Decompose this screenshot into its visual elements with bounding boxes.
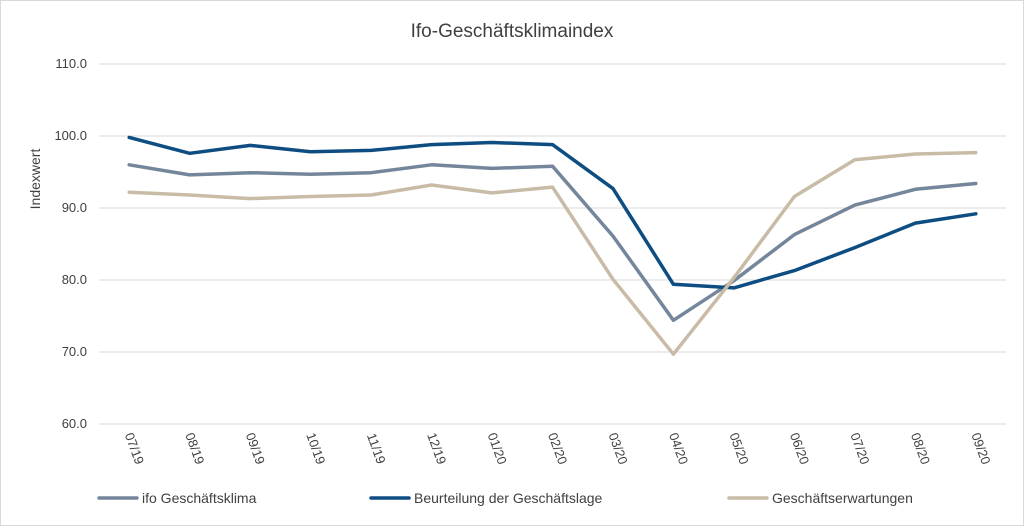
legend: ifo Geschäftsklima Beurteilung der Geschä… bbox=[97, 490, 913, 506]
x-tick-label: 11/19 bbox=[364, 431, 389, 466]
legend-label: Geschäftserwartungen bbox=[772, 490, 913, 506]
x-axis-ticks: 07/19 08/19 09/19 10/19 11/19 12/19 01/20 02/20… bbox=[122, 431, 994, 467]
gridlines bbox=[99, 63, 1006, 425]
legend-label: Beurteilung der Geschäftslage bbox=[414, 490, 603, 506]
y-tick-label: 80.0 bbox=[62, 272, 87, 287]
x-tick-label: 09/20 bbox=[968, 431, 993, 467]
x-tick-label: 09/19 bbox=[243, 431, 268, 467]
x-tick-label: 05/20 bbox=[727, 431, 752, 467]
y-tick-label: 110.0 bbox=[55, 56, 87, 71]
x-tick-label: 02/20 bbox=[545, 431, 570, 467]
x-tick-label: 12/19 bbox=[424, 431, 449, 467]
y-tick-label: 100.0 bbox=[54, 128, 87, 143]
y-axis-ticks: 60.0 70.0 80.0 90.0 100.0 110.0 bbox=[54, 56, 87, 431]
legend-label: ifo Geschäftsklima bbox=[142, 490, 257, 506]
x-tick-label: 03/20 bbox=[606, 431, 631, 467]
x-tick-label: 10/19 bbox=[303, 431, 328, 467]
chart-title: Ifo-Geschäftsklimaindex bbox=[411, 21, 614, 42]
x-tick-label: 08/20 bbox=[908, 431, 933, 467]
series-line-2 bbox=[127, 135, 978, 290]
y-tick-label: 60.0 bbox=[62, 416, 87, 431]
x-tick-label: 08/19 bbox=[182, 431, 207, 467]
series-line-1 bbox=[127, 163, 978, 323]
x-tick-label: 06/20 bbox=[787, 431, 812, 467]
y-tick-label: 90.0 bbox=[62, 200, 87, 215]
y-tick-label: 70.0 bbox=[62, 344, 87, 359]
y-axis-title: Indexwert bbox=[27, 149, 43, 210]
series-line-3 bbox=[127, 150, 978, 356]
series-lines bbox=[127, 135, 978, 356]
x-tick-label: 07/19 bbox=[122, 431, 147, 467]
x-tick-label: 04/20 bbox=[666, 431, 691, 467]
x-tick-label: 01/20 bbox=[485, 431, 510, 467]
x-tick-label: 07/20 bbox=[847, 431, 872, 467]
